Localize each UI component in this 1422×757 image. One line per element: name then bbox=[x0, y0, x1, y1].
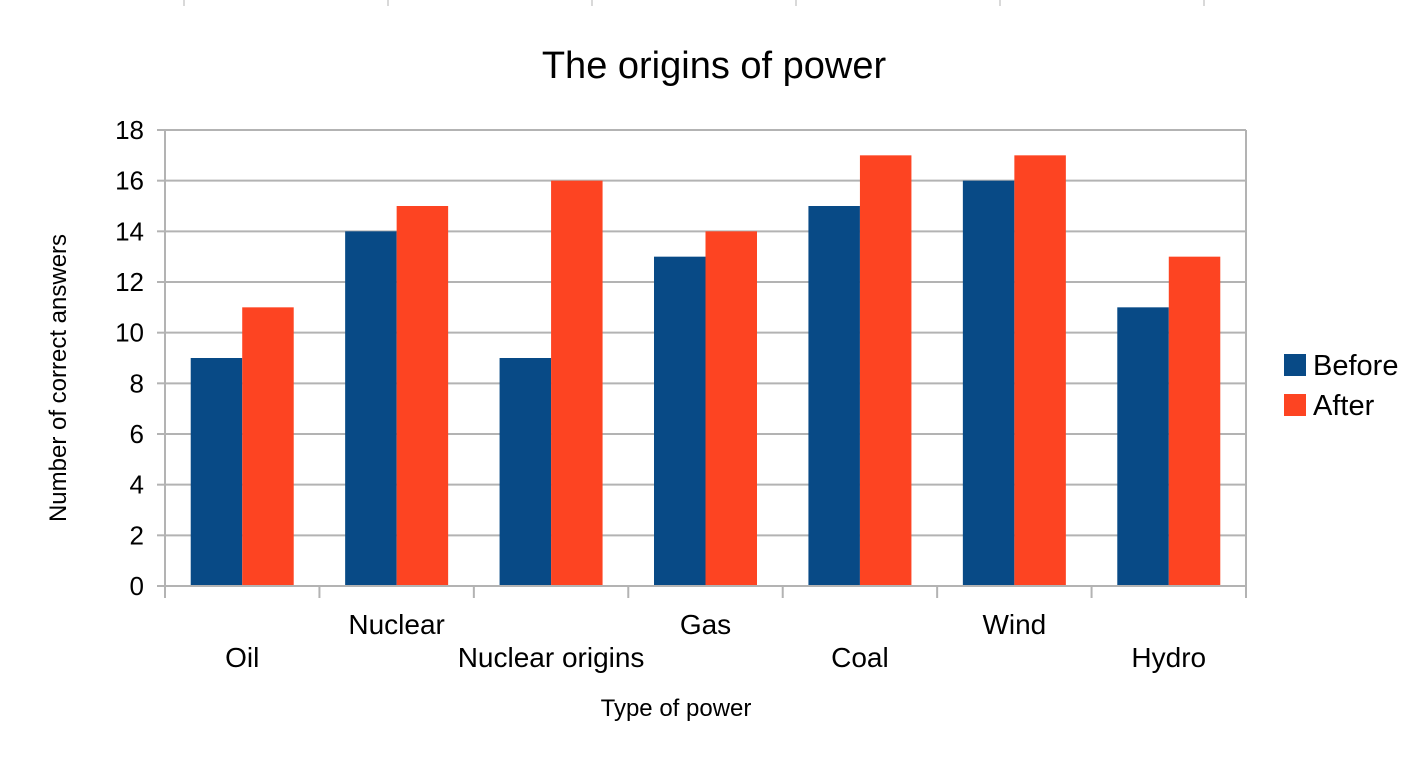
x-tick-label-nuclear-origins: Nuclear origins bbox=[458, 642, 645, 673]
axes bbox=[157, 129, 1247, 598]
bar-after-hydro bbox=[1168, 256, 1221, 586]
y-tick-label-4: 8 bbox=[130, 368, 144, 398]
y-tick-label-5: 10 bbox=[115, 318, 144, 348]
legend-swatch-before bbox=[1284, 354, 1306, 376]
x-tick-label-oil: Oil bbox=[225, 642, 259, 673]
y-axis-label: Number of correct answers bbox=[45, 234, 72, 522]
x-tick-label-wind: Wind bbox=[982, 609, 1046, 640]
bar-after-nuclear bbox=[396, 206, 449, 586]
bar-before-gas bbox=[654, 256, 706, 586]
y-tick-label-8: 16 bbox=[115, 166, 144, 196]
bar-after-gas bbox=[705, 231, 757, 587]
y-tick-label-9: 18 bbox=[115, 115, 144, 145]
legend-swatch-after bbox=[1284, 394, 1306, 416]
bar-after-wind bbox=[1014, 155, 1066, 587]
y-tick-label-3: 6 bbox=[130, 419, 144, 449]
bar-before-wind bbox=[962, 180, 1015, 586]
bars bbox=[190, 155, 1221, 587]
bar-after-coal bbox=[859, 155, 912, 587]
x-tick-label-hydro: Hydro bbox=[1131, 642, 1206, 673]
x-tick-label-nuclear: Nuclear bbox=[348, 609, 444, 640]
bar-after-nuclear-origins bbox=[551, 180, 603, 586]
bar-before-oil bbox=[190, 358, 243, 586]
bar-before-nuclear-origins bbox=[499, 358, 552, 586]
y-axis-tick-labels: 0 2 4 6 8 10 12 14 16 18 bbox=[115, 115, 144, 601]
y-tick-label-0: 0 bbox=[130, 571, 144, 601]
y-tick-label-1: 2 bbox=[130, 520, 144, 550]
bar-before-hydro bbox=[1117, 307, 1169, 586]
bar-after-oil bbox=[242, 307, 294, 586]
x-axis-label: Type of power bbox=[601, 695, 752, 722]
bar-before-nuclear bbox=[345, 231, 397, 587]
legend-label-before: Before bbox=[1313, 350, 1398, 382]
bar-before-coal bbox=[808, 206, 860, 586]
legend-label-after: After bbox=[1313, 390, 1375, 422]
y-tick-label-6: 12 bbox=[115, 267, 144, 297]
y-tick-label-7: 14 bbox=[115, 216, 144, 246]
legend: Before After bbox=[1284, 350, 1398, 422]
chart-title: The origins of power bbox=[542, 45, 887, 87]
top-border-ticks bbox=[183, 0, 1205, 6]
x-tick-label-coal: Coal bbox=[831, 642, 889, 673]
x-tick-label-gas: Gas bbox=[680, 609, 731, 640]
x-axis-tick-labels: Oil Nuclear Nuclear origins Gas Coal Wind Hydr… bbox=[225, 609, 1206, 673]
y-tick-label-2: 4 bbox=[130, 470, 144, 500]
